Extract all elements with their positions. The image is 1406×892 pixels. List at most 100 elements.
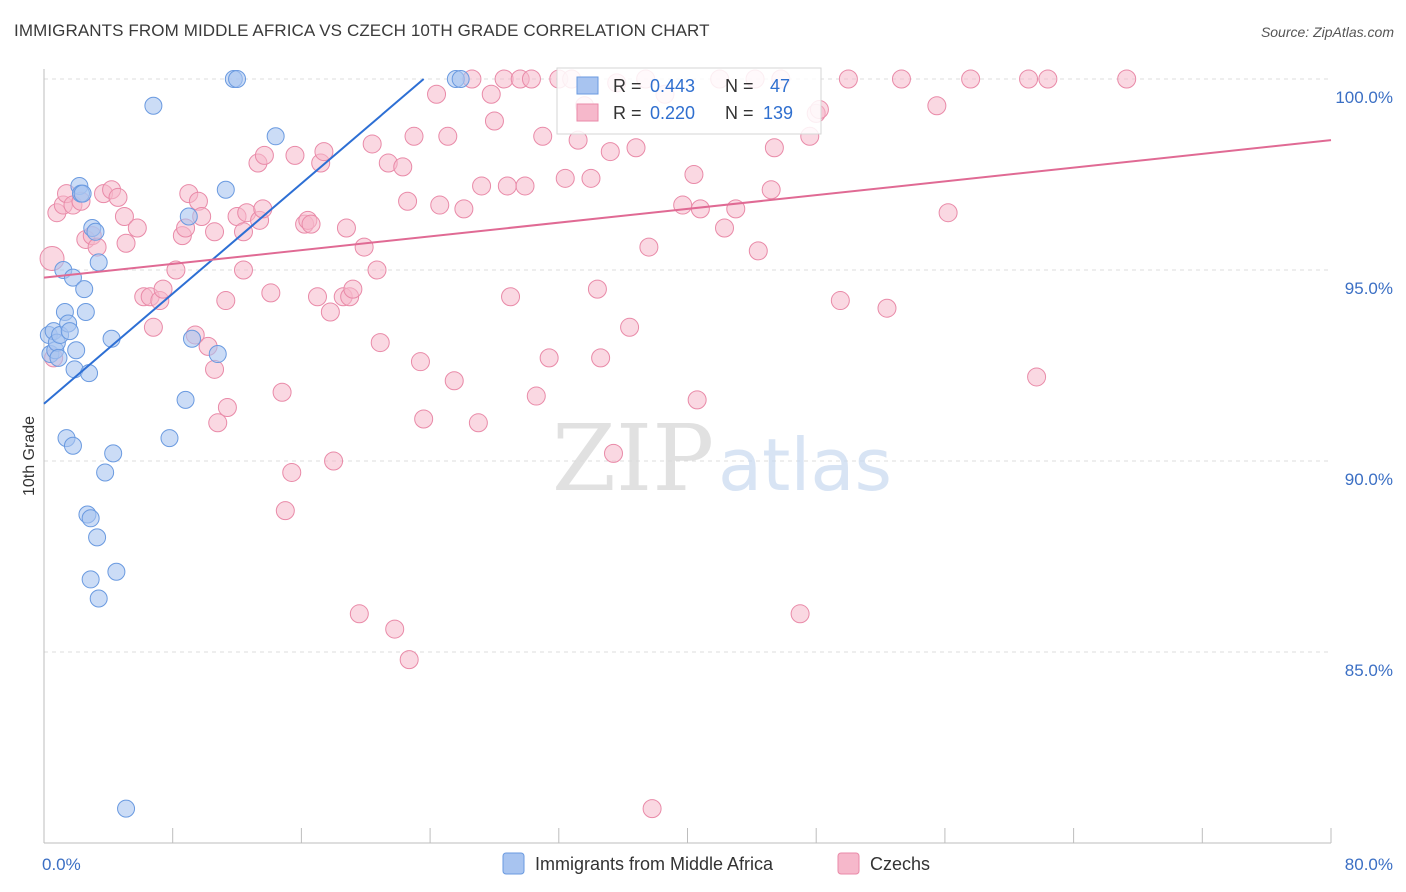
middle-africa-point [228,70,247,88]
middle-africa-point [107,562,126,581]
series-legend-label-blue: Immigrants from Middle Africa [535,854,774,874]
middle-africa-point [63,436,82,455]
czechs-point [385,619,405,639]
czechs-point [642,799,662,819]
czechs-point [438,126,458,146]
czechs-point [253,199,273,219]
middle-africa-point [89,589,108,608]
czechs-point [626,138,646,158]
middle-africa-point [144,96,163,115]
czechs-point [620,317,640,337]
czechs-point [404,126,424,146]
stats-legend-box [556,67,822,135]
legend-n-label-2: N = [725,103,754,123]
czechs-point [320,302,340,322]
czechs-point [484,111,504,131]
czechs-point [603,443,623,463]
y-tick-label: 90.0% [1345,470,1393,489]
legend-n-label-1: N = [725,76,754,96]
czechs-point [108,187,128,207]
czechs-point [1019,69,1039,89]
czechs-point [639,237,659,257]
czechs-point [275,501,295,521]
czechs-point [1038,69,1058,89]
czechs-point [87,237,107,257]
middle-africa-point [76,303,95,322]
czechs-point [314,142,334,162]
czechs-point [427,84,447,104]
czechs-point [494,69,514,89]
stats-legend: R = 0.443 N = 47 R = 0.220 N = 139 [556,67,822,135]
middle-africa-point [49,348,68,367]
czechs-point [600,142,620,162]
series-legend-swatch-blue [502,852,525,875]
y-tick-labels: 85.0% 90.0% 95.0% 100.0% [1335,88,1393,680]
legend-n-value-1: 47 [770,76,790,96]
czechs-point [398,191,418,211]
czechs-point [399,650,419,670]
watermark-zip: ZIP [552,405,714,512]
czechs-point [761,180,781,200]
middle-africa-point [81,509,100,528]
czechs-point [116,233,136,253]
legend-r-value-2: 0.220 [650,103,695,123]
middle-africa-trend-line [43,78,425,405]
middle-africa-point [183,329,202,348]
source-label: Source: ZipAtlas.com [1260,24,1394,40]
legend-r-label-2: R = [613,103,642,123]
middle-africa-point [160,429,179,448]
legend-swatch-blue [576,76,599,95]
czechs-point [217,398,237,418]
czechs-point [444,371,464,391]
czechs-point [687,390,707,410]
czechs-point [362,134,382,154]
czechs-point [282,462,302,482]
czechs-point [205,359,225,379]
czechs-point [272,382,292,402]
czechs-point [891,69,911,89]
czechs-point [324,451,344,471]
czechs-point [526,386,546,406]
czechs-point [927,96,947,116]
czechs-point [301,214,321,234]
czechs-point [216,291,236,311]
czechs-point [430,195,450,215]
czechs-point [497,176,517,196]
czechs-point [233,260,253,280]
middle-africa-point [451,70,470,88]
czechs-point [581,168,601,188]
x-tick-label-max: 80.0% [1345,855,1393,874]
y-tick-label: 85.0% [1345,661,1393,680]
czechs-point [153,279,173,299]
middle-africa-point [208,345,227,364]
trend-lines [43,78,1332,405]
czechs-point [715,218,735,238]
czechs-point [414,409,434,429]
middle-africa-point [86,222,105,241]
middle-africa-point [75,280,94,299]
middle-africa-point [117,799,136,818]
czechs-point [285,145,305,165]
series-legend-label-pink: Czechs [870,854,930,874]
czechs-point [587,279,607,299]
czechs-point [166,260,186,280]
y-tick-label: 95.0% [1345,279,1393,298]
middle-africa-points [39,70,470,818]
middle-africa-point [176,390,195,409]
x-tick-label-min: 0.0% [42,855,81,874]
czechs-point [838,69,858,89]
middle-africa-point [89,253,108,272]
czechs-point [533,126,553,146]
series-legend-swatch-pink [837,852,860,875]
gridlines [44,78,1331,653]
czechs-point [961,69,981,89]
czechs-point [790,604,810,624]
czechs-point [127,218,147,238]
czechs-point [481,84,501,104]
czechs-point [349,604,369,624]
czechs-point [1027,367,1047,387]
czechs-point [393,157,413,177]
czechs-point [472,176,492,196]
middle-africa-point [96,463,115,482]
